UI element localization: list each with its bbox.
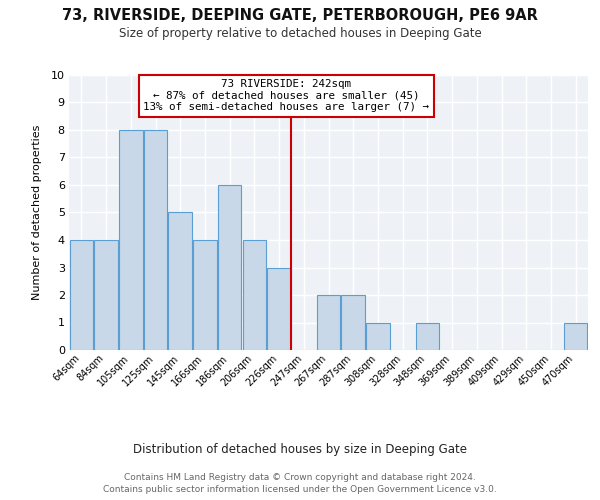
Text: Distribution of detached houses by size in Deeping Gate: Distribution of detached houses by size … xyxy=(133,442,467,456)
Bar xyxy=(341,295,365,350)
Bar xyxy=(94,240,118,350)
Bar xyxy=(70,240,93,350)
Bar xyxy=(119,130,143,350)
Bar xyxy=(144,130,167,350)
Bar xyxy=(268,268,291,350)
Bar xyxy=(218,185,241,350)
Text: Contains HM Land Registry data © Crown copyright and database right 2024.: Contains HM Land Registry data © Crown c… xyxy=(124,472,476,482)
Bar xyxy=(193,240,217,350)
Text: 73, RIVERSIDE, DEEPING GATE, PETERBOROUGH, PE6 9AR: 73, RIVERSIDE, DEEPING GATE, PETERBOROUG… xyxy=(62,8,538,22)
Text: Contains public sector information licensed under the Open Government Licence v3: Contains public sector information licen… xyxy=(103,485,497,494)
Bar xyxy=(366,322,389,350)
Bar xyxy=(416,322,439,350)
Bar xyxy=(169,212,192,350)
Text: Size of property relative to detached houses in Deeping Gate: Size of property relative to detached ho… xyxy=(119,28,481,40)
Text: 73 RIVERSIDE: 242sqm
← 87% of detached houses are smaller (45)
13% of semi-detac: 73 RIVERSIDE: 242sqm ← 87% of detached h… xyxy=(143,79,430,112)
Bar xyxy=(317,295,340,350)
Bar xyxy=(564,322,587,350)
Y-axis label: Number of detached properties: Number of detached properties xyxy=(32,125,43,300)
Bar xyxy=(242,240,266,350)
